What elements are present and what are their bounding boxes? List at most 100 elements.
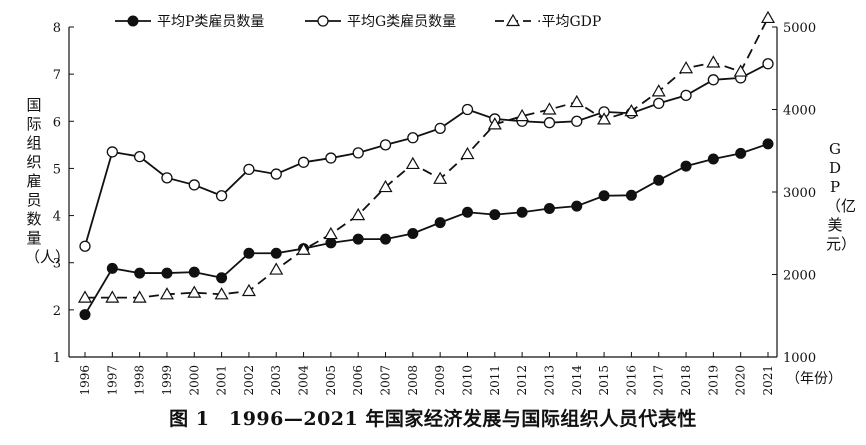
data-point xyxy=(133,150,146,163)
y-right-tick-label: 3000 xyxy=(783,186,816,201)
legend-item-3: ·平均GDP xyxy=(495,13,601,30)
figure-caption: 图 1 1996—2021 年国家经济发展与国际组织人员代表性 xyxy=(169,408,697,430)
x-tick-label: 1996 xyxy=(78,365,92,396)
x-tick-label: 2020 xyxy=(734,365,748,396)
x-tick-label: 2003 xyxy=(269,365,283,396)
data-point xyxy=(132,290,147,303)
data-point xyxy=(707,74,720,86)
data-point xyxy=(569,94,584,108)
data-point xyxy=(79,309,91,321)
y-left-tick-label: 1 xyxy=(53,351,61,366)
data-point xyxy=(433,171,448,184)
data-point xyxy=(516,206,528,218)
data-point xyxy=(760,10,776,24)
y-right-tick-label: 4000 xyxy=(783,104,816,119)
x-tick-label: 2009 xyxy=(433,365,447,396)
data-point xyxy=(270,247,282,259)
x-tick-label: 2021 xyxy=(761,365,775,396)
data-point xyxy=(407,227,419,239)
data-point xyxy=(543,117,556,129)
data-point xyxy=(706,55,721,68)
legend-item-2: 平均G类雇员数量 xyxy=(305,13,456,30)
data-point xyxy=(241,283,256,297)
x-tick-label: 2019 xyxy=(706,365,720,396)
data-point xyxy=(351,207,366,221)
data-point xyxy=(106,262,118,274)
series-1 xyxy=(79,138,774,321)
data-point xyxy=(159,287,174,300)
data-point xyxy=(707,153,719,165)
data-point xyxy=(188,266,200,278)
legend-label: ·平均GDP xyxy=(537,14,601,30)
data-point xyxy=(270,168,282,180)
data-point xyxy=(625,189,637,201)
data-point xyxy=(297,156,310,168)
data-point xyxy=(434,122,446,135)
y-right-tick-label: 5000 xyxy=(783,21,816,36)
x-tick-label: 2007 xyxy=(379,365,393,396)
data-point xyxy=(352,233,364,245)
x-tick-label: 1998 xyxy=(133,365,147,396)
data-point xyxy=(680,160,692,172)
data-point xyxy=(653,97,665,110)
data-point xyxy=(243,163,255,176)
data-point xyxy=(762,58,774,70)
data-point xyxy=(543,203,555,214)
data-point xyxy=(105,290,120,303)
data-point xyxy=(487,117,502,130)
data-point xyxy=(407,132,419,144)
data-point xyxy=(215,190,228,202)
data-point xyxy=(127,15,139,27)
x-tick-label: 2016 xyxy=(624,365,638,396)
data-point xyxy=(188,179,200,191)
data-point xyxy=(378,179,393,193)
data-point xyxy=(542,102,557,115)
data-point xyxy=(651,84,666,97)
data-point xyxy=(461,206,473,218)
y-left-tick-label: 7 xyxy=(53,68,61,83)
x-tick-label: 1999 xyxy=(160,365,174,396)
data-point xyxy=(434,217,446,229)
y-axis-left-label: 国际组织雇员数量（人） xyxy=(25,96,71,266)
y-left-tick-label: 2 xyxy=(53,304,61,319)
data-point xyxy=(680,89,692,102)
data-point xyxy=(323,226,338,240)
data-point xyxy=(79,240,91,252)
x-tick-label: 2008 xyxy=(406,365,420,396)
x-tick-label: 2002 xyxy=(242,365,256,396)
data-point xyxy=(296,242,311,255)
data-point xyxy=(460,146,475,160)
x-tick-label: 1997 xyxy=(105,365,119,396)
data-point xyxy=(106,146,118,158)
y-right-tick-label: 1000 xyxy=(783,351,816,366)
x-tick-label: 2018 xyxy=(679,365,693,396)
legend-label: 平均P类雇员数量 xyxy=(157,13,264,30)
legend-item-1: 平均P类雇员数量 xyxy=(115,13,264,30)
series-line xyxy=(85,17,769,299)
data-point xyxy=(352,147,364,159)
x-tick-label: 2006 xyxy=(351,365,365,396)
data-point xyxy=(379,139,392,151)
y-left-tick-label: 6 xyxy=(53,115,61,130)
series-line xyxy=(84,143,769,316)
data-point xyxy=(317,15,329,27)
x-tick-label: 2013 xyxy=(542,365,556,396)
data-point xyxy=(571,200,583,212)
y-left-tick-label: 5 xyxy=(53,162,61,177)
x-tick-label: 2015 xyxy=(597,365,611,396)
data-point xyxy=(187,285,202,298)
y-right-tick-label: 2000 xyxy=(783,269,816,284)
data-point xyxy=(216,272,228,284)
data-point xyxy=(735,147,747,159)
x-tick-label: 2011 xyxy=(488,365,502,396)
data-point xyxy=(489,209,501,221)
series-line xyxy=(84,62,769,247)
series-layer xyxy=(77,10,776,321)
x-tick-label: 2005 xyxy=(324,365,338,396)
data-point xyxy=(214,287,229,300)
data-point xyxy=(733,64,748,77)
data-point xyxy=(505,13,521,27)
data-point xyxy=(571,115,583,127)
data-point xyxy=(243,247,255,259)
